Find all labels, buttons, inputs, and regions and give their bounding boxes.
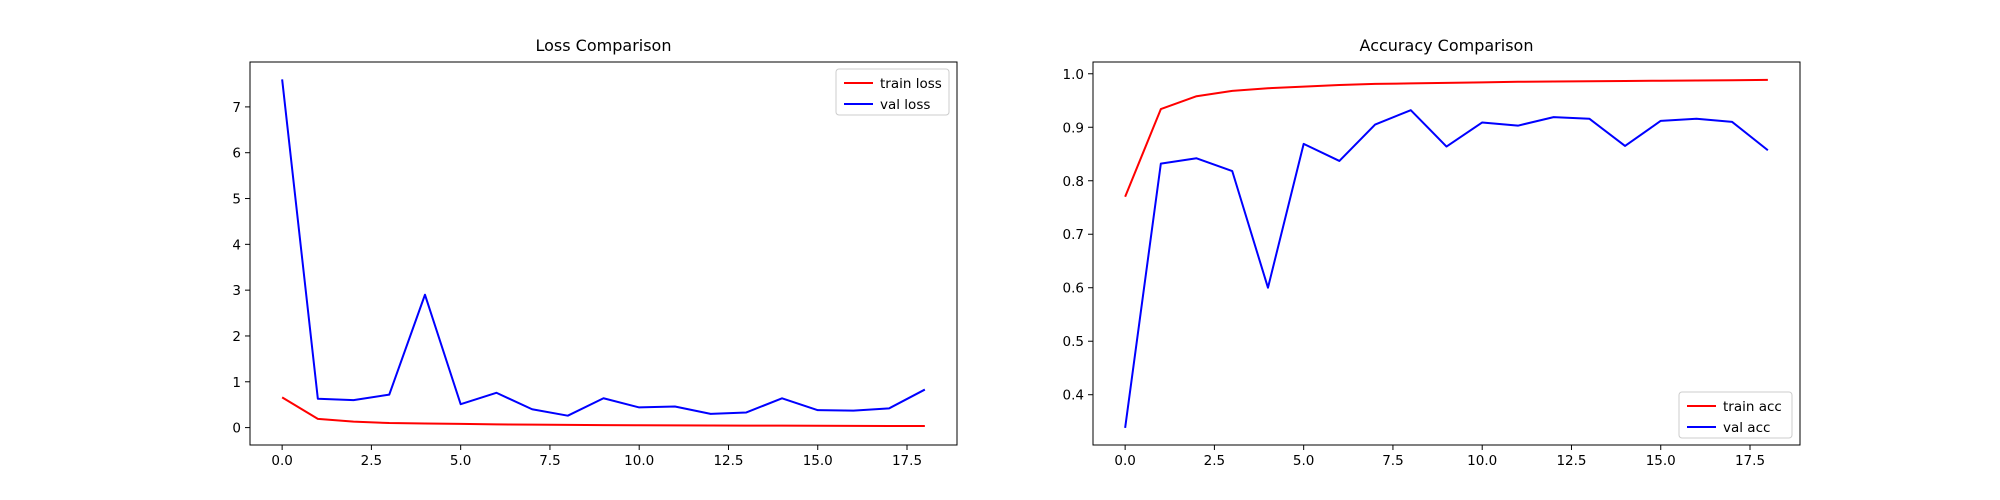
y-tick-label: 0.9	[1063, 120, 1084, 136]
series-line-val-loss	[281, 79, 926, 417]
axis-ticks: 0.0 2.5 5.0 7.5 10.0 12.5 15.0 17.5 0.4 0.5 0.6 0.7…	[1063, 67, 1766, 469]
x-tick-label: 17.5	[892, 453, 922, 469]
y-tick-label: 0.8	[1063, 174, 1084, 190]
y-tick-label: 0.5	[1063, 334, 1084, 350]
y-tick-label: 1.0	[1063, 67, 1084, 83]
y-tick-label: 4	[232, 237, 241, 253]
x-tick-label: 10.0	[1467, 453, 1497, 469]
series-line-val-acc	[1124, 109, 1769, 429]
x-tick-label: 2.5	[1204, 453, 1225, 469]
y-tick-label: 2	[232, 329, 241, 345]
series-line-train-acc	[1124, 78, 1768, 198]
legend-label: val loss	[880, 97, 930, 113]
y-tick-label: 1	[232, 375, 241, 391]
legend-label: val acc	[1723, 420, 1770, 436]
x-tick-label: 17.5	[1735, 453, 1765, 469]
chart-title: Loss Comparison	[536, 36, 672, 55]
loss-comparison-chart: Loss Comparison 0.0 2.5 5.0 7.5 10.0 12.5 15.0…	[232, 36, 958, 469]
x-tick-label: 10.0	[624, 453, 654, 469]
y-tick-label: 7	[232, 100, 241, 116]
legend: train acc val acc	[1678, 391, 1793, 439]
x-tick-label: 15.0	[803, 453, 833, 469]
x-tick-label: 12.5	[713, 453, 743, 469]
x-tick-label: 2.5	[361, 453, 382, 469]
x-tick-label: 0.0	[1114, 453, 1135, 469]
plot-area-frame	[249, 61, 958, 446]
legend-label: train loss	[880, 76, 942, 92]
series-line-train-loss	[281, 396, 925, 427]
x-tick-label: 7.5	[539, 453, 560, 469]
y-tick-label: 0.4	[1063, 388, 1084, 404]
legend: train loss val loss	[835, 68, 950, 116]
x-tick-label: 7.5	[1382, 453, 1403, 469]
x-tick-label: 0.0	[271, 453, 292, 469]
axis-ticks: 0.0 2.5 5.0 7.5 10.0 12.5 15.0 17.5 0 1 2 3 4 5 6 7	[232, 100, 922, 469]
y-tick-label: 5	[232, 192, 241, 208]
accuracy-comparison-chart: Accuracy Comparison 0.0 2.5 5.0 7.5 10.0 12.5…	[1063, 36, 1801, 469]
series-lines	[1124, 78, 1769, 429]
y-tick-label: 0.7	[1063, 227, 1084, 243]
x-tick-label: 12.5	[1556, 453, 1586, 469]
y-tick-label: 0.6	[1063, 281, 1084, 297]
plot-area-frame	[1092, 61, 1801, 446]
x-tick-label: 15.0	[1646, 453, 1676, 469]
y-tick-label: 6	[232, 146, 241, 162]
y-tick-label: 3	[232, 283, 241, 299]
x-tick-label: 5.0	[450, 453, 471, 469]
x-tick-label: 5.0	[1293, 453, 1314, 469]
legend-label: train acc	[1723, 399, 1782, 415]
series-lines	[281, 79, 926, 427]
y-tick-label: 0	[232, 421, 241, 437]
chart-title: Accuracy Comparison	[1360, 36, 1534, 55]
